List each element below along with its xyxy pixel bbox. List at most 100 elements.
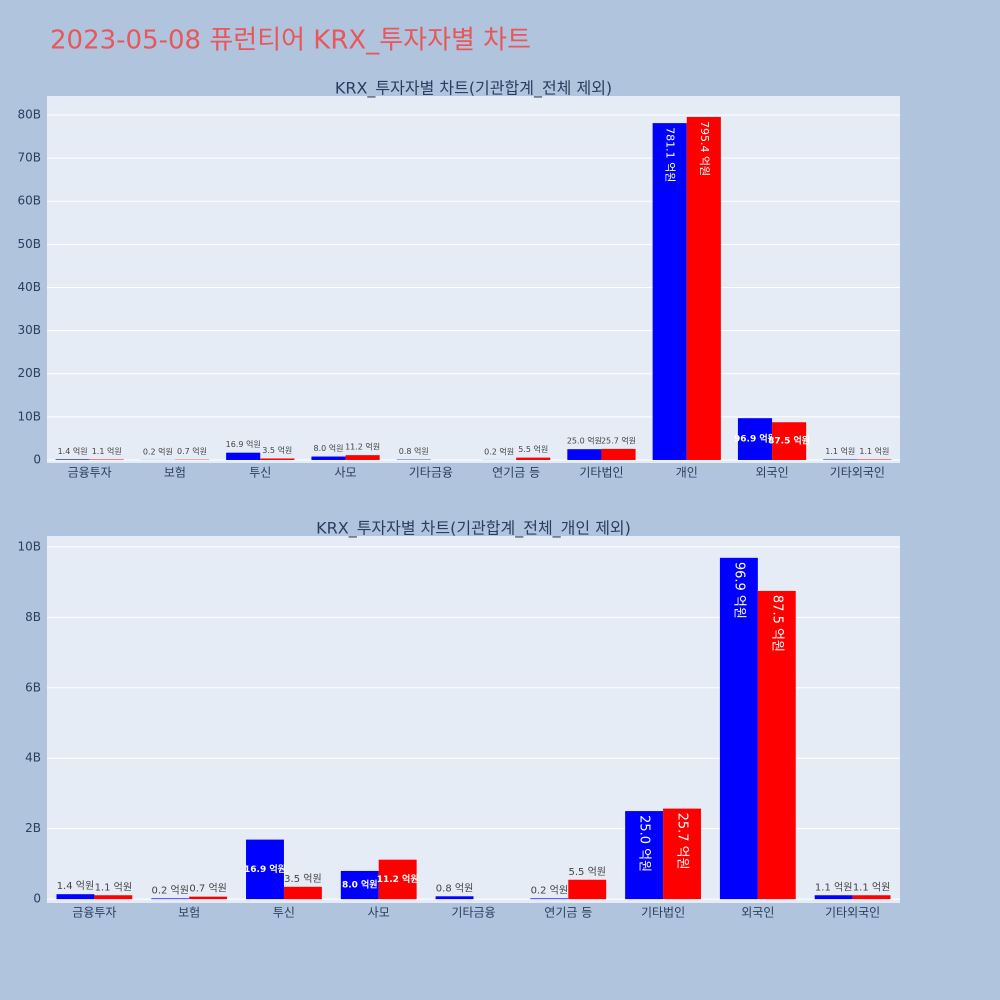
data-label: 8.0 억원 <box>313 443 343 453</box>
bar <box>530 898 569 900</box>
bar <box>55 459 90 460</box>
x-tick-label: 사모 <box>368 906 390 920</box>
x-tick-label: 기타외국인 <box>830 466 885 480</box>
bar <box>189 896 228 900</box>
x-tick-label: 외국인 <box>755 466 788 480</box>
data-label: 5.5 억원 <box>568 866 605 878</box>
data-label: 1.4 억원 <box>58 446 88 456</box>
data-label: 781.1 억원 <box>664 127 677 182</box>
x-tick-label: 연기금 등 <box>544 906 592 920</box>
data-label: 96.9 억원 <box>734 433 776 445</box>
data-label: 5.5 억원 <box>518 444 548 454</box>
y-tick-label: 8B <box>25 610 41 624</box>
bar <box>686 116 721 460</box>
data-label: 0.2 억원 <box>484 446 514 456</box>
page-title: 2023-05-08 퓨런티어 KRX_투자자별 차트 <box>50 26 531 56</box>
bar <box>283 886 322 900</box>
data-label: 96.9 억원 <box>731 562 746 619</box>
bar <box>567 449 602 460</box>
data-label: 0.7 억원 <box>189 883 226 895</box>
bar <box>56 894 95 900</box>
x-tick-label: 투신 <box>273 906 295 920</box>
data-label: 0.8 억원 <box>399 446 429 456</box>
y-tick-label: 10B <box>17 539 41 553</box>
data-label: 1.1 억원 <box>825 446 855 456</box>
plot-area <box>47 96 900 463</box>
y-tick-label: 70B <box>17 151 41 165</box>
bar <box>94 895 133 900</box>
data-label: 0.7 억원 <box>177 446 207 456</box>
y-tick-label: 80B <box>17 107 41 121</box>
bar <box>340 870 379 900</box>
data-label: 0.2 억원 <box>151 884 188 896</box>
x-tick-label: 보험 <box>164 466 186 480</box>
bar <box>260 458 295 460</box>
data-label: 3.5 억원 <box>284 873 321 885</box>
x-tick-label: 연기금 등 <box>492 466 540 480</box>
data-label: 11.2 억원 <box>377 873 419 885</box>
bar <box>814 895 853 900</box>
bar <box>435 896 474 900</box>
data-label: 3.5 억원 <box>262 445 292 455</box>
data-label: 87.5 억원 <box>769 595 784 652</box>
bar <box>663 808 701 900</box>
x-tick-label: 기타외국인 <box>825 906 880 920</box>
y-tick-label: 6B <box>25 680 41 694</box>
data-label: 25.0 억원 <box>567 436 602 446</box>
data-label: 8.0 억원 <box>342 879 378 891</box>
x-tick-label: 투신 <box>249 466 271 480</box>
y-tick-label: 0 <box>33 892 41 906</box>
bar <box>151 898 190 900</box>
data-label: 0.2 억원 <box>531 884 568 896</box>
x-tick-label: 기타법인 <box>579 466 623 480</box>
bar <box>345 455 380 460</box>
y-tick-label: 60B <box>17 194 41 208</box>
y-tick-label: 4B <box>25 751 41 765</box>
data-label: 1.1 억원 <box>95 881 132 893</box>
data-label: 25.0 억원 <box>637 815 652 872</box>
data-label: 11.2 억원 <box>345 442 380 452</box>
y-tick-label: 50B <box>17 237 41 251</box>
y-tick-label: 0 <box>33 452 41 466</box>
x-tick-label: 보험 <box>178 906 200 920</box>
bar <box>772 422 807 460</box>
data-label: 1.1 억원 <box>92 446 122 456</box>
y-tick-label: 10B <box>17 409 41 423</box>
data-label: 1.1 억원 <box>859 446 889 456</box>
y-tick-label: 20B <box>17 366 41 380</box>
data-label: 1.4 억원 <box>57 880 94 892</box>
bar <box>757 590 796 900</box>
bar <box>719 557 758 900</box>
data-label: 0.2 억원 <box>143 446 173 456</box>
x-tick-label: 외국인 <box>741 906 774 920</box>
bar <box>852 895 891 900</box>
bar <box>311 456 346 460</box>
bar <box>737 418 773 460</box>
bar <box>625 811 664 900</box>
bar <box>516 457 551 460</box>
x-tick-label: 기타법인 <box>641 906 685 920</box>
data-label: 16.9 억원 <box>226 439 261 449</box>
bar <box>378 859 417 900</box>
data-label: 795.4 억원 <box>698 121 711 176</box>
x-tick-label: 기타금융 <box>451 906 495 920</box>
bar <box>246 839 284 900</box>
bar <box>568 879 607 900</box>
bar <box>226 452 261 460</box>
x-tick-label: 금융투자 <box>68 466 112 480</box>
x-tick-label: 금융투자 <box>72 906 116 920</box>
data-label: 25.7 억원 <box>601 435 636 445</box>
x-tick-label: 사모 <box>335 466 357 480</box>
bar <box>601 448 636 460</box>
y-tick-label: 40B <box>17 280 41 294</box>
data-label: 16.9 억원 <box>244 863 286 875</box>
data-label: 87.5 억원 <box>768 435 810 447</box>
data-label: 25.7 억원 <box>675 813 690 870</box>
chart-title: KRX_투자자별 차트(기관합계_전체_개인 제외) <box>316 519 631 539</box>
bar <box>652 123 687 460</box>
data-label: 1.1 억원 <box>853 881 890 893</box>
x-tick-label: 기타금융 <box>409 466 453 480</box>
y-tick-label: 2B <box>25 821 41 835</box>
